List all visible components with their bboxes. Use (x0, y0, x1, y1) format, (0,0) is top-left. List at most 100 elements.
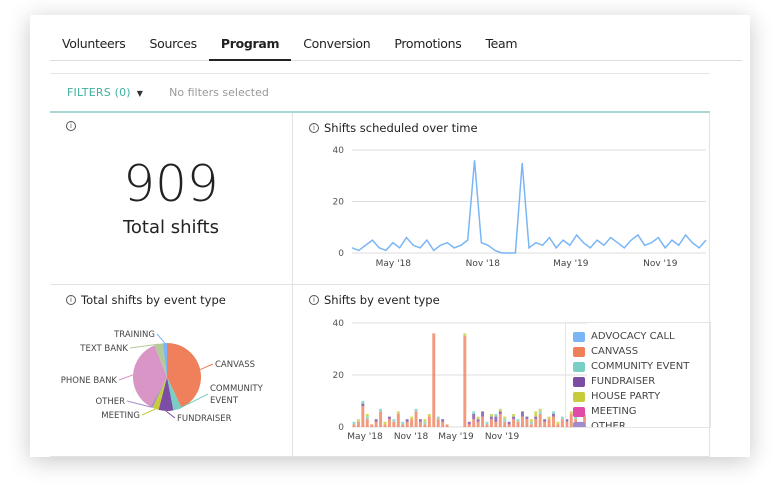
bar (525, 419, 529, 427)
bar (472, 414, 476, 420)
bar (547, 419, 551, 427)
bar (556, 421, 560, 425)
tab-volunteers[interactable]: Volunteers (62, 36, 126, 51)
info-icon[interactable]: i (66, 121, 76, 131)
tab-team[interactable]: Team (485, 36, 518, 51)
bar (476, 421, 480, 427)
legend-swatch (573, 361, 585, 372)
x-tick-label: Nov '18 (394, 432, 429, 442)
bar (538, 408, 542, 412)
bar-chart: 0 20 40 May '18 Nov '18 May '19 Nov '19 (333, 319, 587, 442)
info-icon[interactable]: i (66, 295, 76, 305)
legend-swatch (573, 391, 585, 402)
slice-label: OTHER (95, 397, 125, 407)
slice-label: MEETING (101, 411, 140, 421)
tab-promotions[interactable]: Promotions (394, 36, 462, 51)
bar (498, 411, 502, 414)
bar (370, 424, 374, 427)
legend-swatch (573, 346, 585, 357)
bar (543, 419, 547, 422)
legend-item[interactable]: OTHER (573, 419, 710, 427)
bar (574, 416, 578, 420)
bar (352, 424, 356, 427)
bar (569, 414, 573, 427)
bar (507, 421, 511, 425)
y-tick-label: 20 (333, 371, 345, 381)
pie-panel: i Total shifts by event type CANVASS COMMU… (50, 285, 293, 457)
slice-label: PHONE BANK (61, 376, 118, 386)
bar (476, 416, 480, 420)
leader-line (165, 410, 176, 419)
tab-program[interactable]: Program (208, 15, 292, 61)
x-tick-label: Nov '18 (466, 259, 501, 269)
bar (534, 411, 538, 417)
bar (423, 419, 427, 422)
bar (481, 416, 485, 427)
pie-slice (152, 377, 167, 410)
slice-label: COMMUNITY (210, 384, 264, 394)
bar (552, 414, 555, 417)
slice-label: TEXT BANK (79, 344, 128, 354)
legend-item[interactable]: HOUSE PARTY (573, 389, 710, 404)
bar (405, 419, 409, 422)
legend-swatch (573, 376, 585, 387)
y-tick-label: 40 (333, 146, 345, 156)
bar (427, 414, 431, 417)
info-icon[interactable]: i (309, 123, 319, 133)
bar (529, 421, 533, 425)
panel-title: Shifts by event type (324, 293, 440, 307)
legend-item[interactable]: MEETING (573, 404, 710, 419)
bar (365, 419, 369, 427)
bar (352, 421, 356, 425)
bar (379, 408, 383, 412)
bar (445, 424, 449, 427)
bar (401, 421, 405, 425)
legend-swatch (573, 406, 585, 417)
bar (414, 408, 418, 412)
bar (494, 414, 498, 417)
legend-item[interactable]: ADVOCACY CALL (573, 329, 710, 344)
legend-item[interactable]: COMMUNITY EVENT (573, 359, 710, 374)
leader-line (118, 374, 134, 381)
bar (436, 416, 440, 420)
pie-slice (162, 343, 167, 377)
tab-sources[interactable]: Sources (149, 36, 197, 51)
bar (401, 424, 405, 427)
bar (512, 416, 516, 420)
total-shifts-value: 909 (123, 155, 219, 213)
legend-item[interactable]: CANVASS (573, 344, 710, 359)
series-line (351, 160, 707, 254)
bar (472, 419, 476, 427)
bar (467, 424, 471, 427)
pie-slice (154, 343, 167, 377)
dashboard-card: Volunteers Sources Program Conversion Promot… (30, 15, 750, 457)
bar (374, 421, 378, 427)
tab-bar: Volunteers Sources Program Conversion Promot… (50, 15, 742, 61)
shifts-over-time-panel: i Shifts scheduled over time 0 20 40 May '18… (293, 113, 710, 285)
bar (485, 424, 489, 427)
filters-toggle[interactable]: FILTERS (0) ▼ (67, 86, 143, 99)
x-tick-label: Nov '19 (643, 259, 678, 269)
bar (463, 336, 467, 427)
y-tick-label: 40 (333, 319, 345, 329)
tab-conversion[interactable]: Conversion (303, 36, 371, 51)
bar (534, 419, 538, 427)
pie-slice (167, 377, 182, 411)
bar (476, 419, 480, 422)
bar (534, 416, 538, 420)
bar (379, 411, 383, 427)
bar (552, 416, 555, 427)
bar (565, 421, 569, 427)
bar (392, 421, 396, 427)
bar (494, 416, 498, 422)
legend-label: COMMUNITY EVENT (591, 361, 690, 372)
bar (520, 416, 524, 427)
x-tick-label: Nov '19 (485, 432, 520, 442)
legend-swatch (573, 331, 585, 342)
legend-item[interactable]: FUNDRAISER (573, 374, 710, 389)
bar (419, 421, 422, 427)
info-icon[interactable]: i (309, 295, 319, 305)
bar (374, 419, 378, 422)
legend-label: FUNDRAISER (591, 376, 656, 387)
x-tick-label: May '18 (376, 259, 412, 269)
